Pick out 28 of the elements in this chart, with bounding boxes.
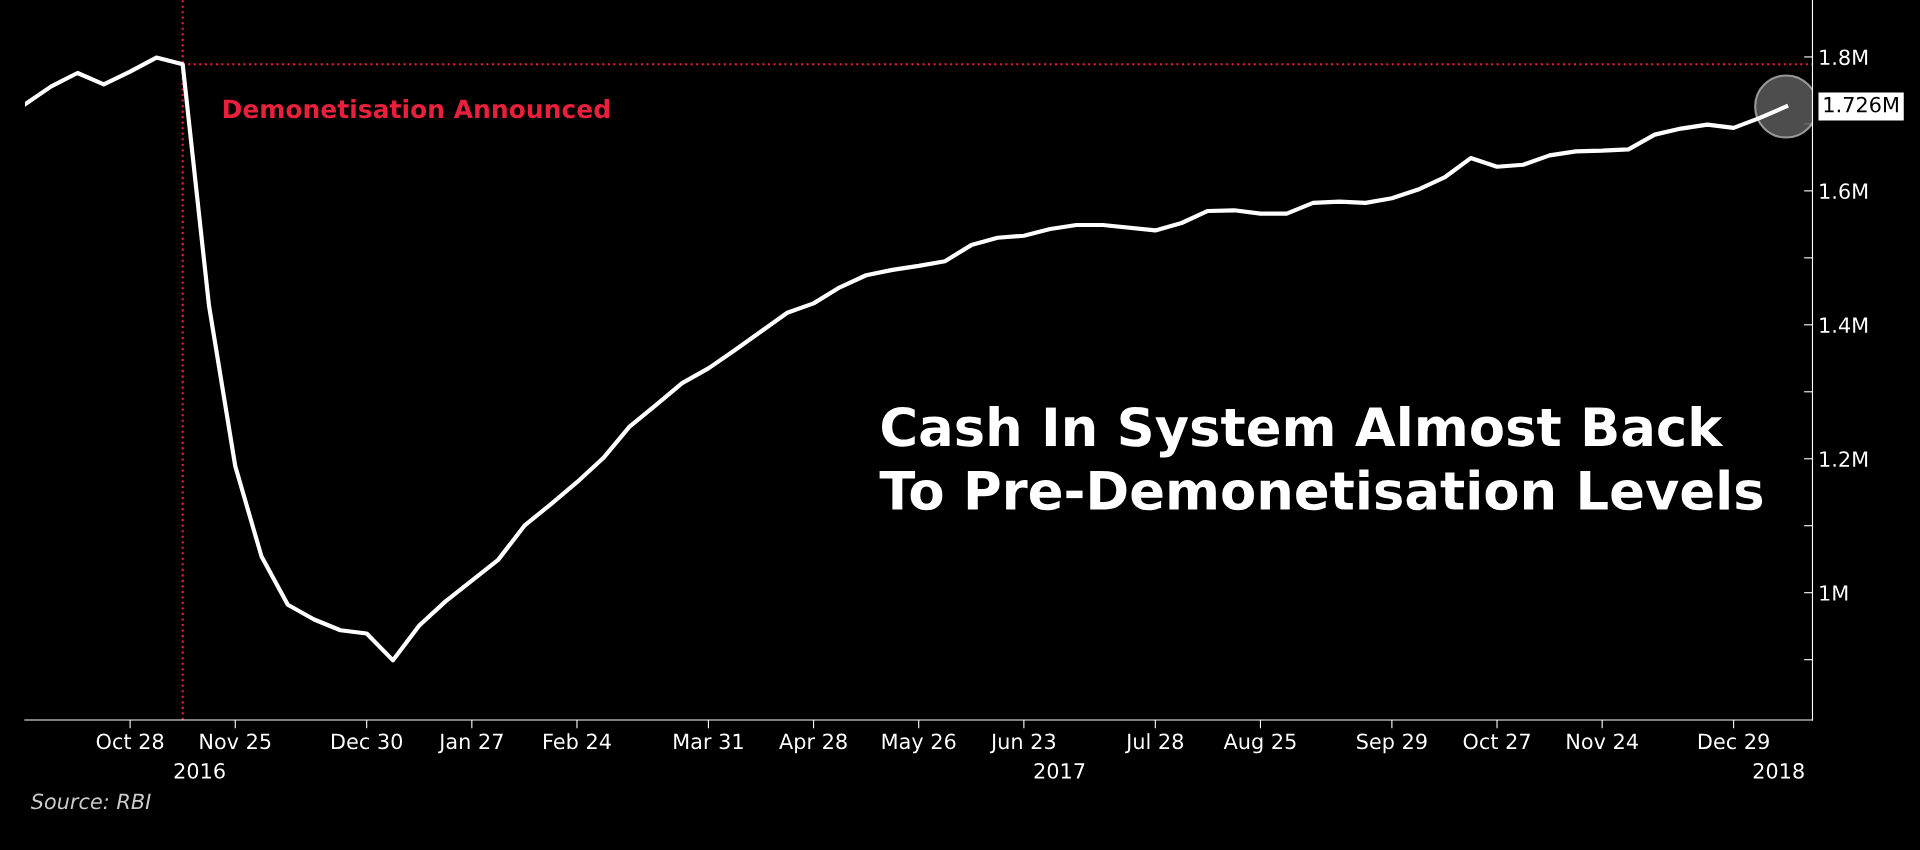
x-tick-label: Dec 29 [1698, 733, 1769, 750]
x-tick-label: Jan 27 [438, 733, 503, 754]
x-tick-label: Oct 28 [96, 733, 164, 750]
annotation: Cash In System Almost Back To Pre-Demonetisation Levels [879, 405, 1763, 511]
x-tick-label: Jun 23 [989, 733, 1056, 754]
x-tick-label: Sep 29 [1357, 733, 1427, 754]
text: 2017 [1034, 763, 1085, 779]
data-label: 1.726M [1824, 96, 1898, 113]
text: 2016 [174, 763, 225, 779]
line-series [24, 55, 1789, 663]
x-tick-label: May 26 [882, 733, 956, 754]
y-tick-label: 1.2M [1820, 451, 1868, 467]
x-tick-label: Feb 24 [544, 733, 611, 750]
x-tick-label: Nov 25 [200, 733, 271, 750]
text: 2018 [1753, 763, 1804, 779]
x-tick-label: Apr 28 [779, 733, 847, 754]
x-tick-label: Dec 30 [332, 733, 403, 750]
x-tick-label: Mar 31 [674, 733, 743, 750]
y-tick-label: 1.4M [1820, 317, 1868, 333]
y-tick-label: 1.6M [1820, 183, 1868, 200]
x-tick-label: Nov 24 [1567, 733, 1638, 750]
x-tick-label: Aug 25 [1223, 733, 1296, 754]
source-note: Source: RBI [30, 793, 151, 810]
y-tick-label: 1M [1820, 585, 1848, 601]
x-tick-label: Oct 27 [1463, 733, 1530, 750]
x-tick-label: Jul 28 [1125, 733, 1184, 754]
ref-line-label: Demonetisation Announced [223, 99, 610, 119]
y-tick-label: 1.8M [1820, 49, 1868, 66]
